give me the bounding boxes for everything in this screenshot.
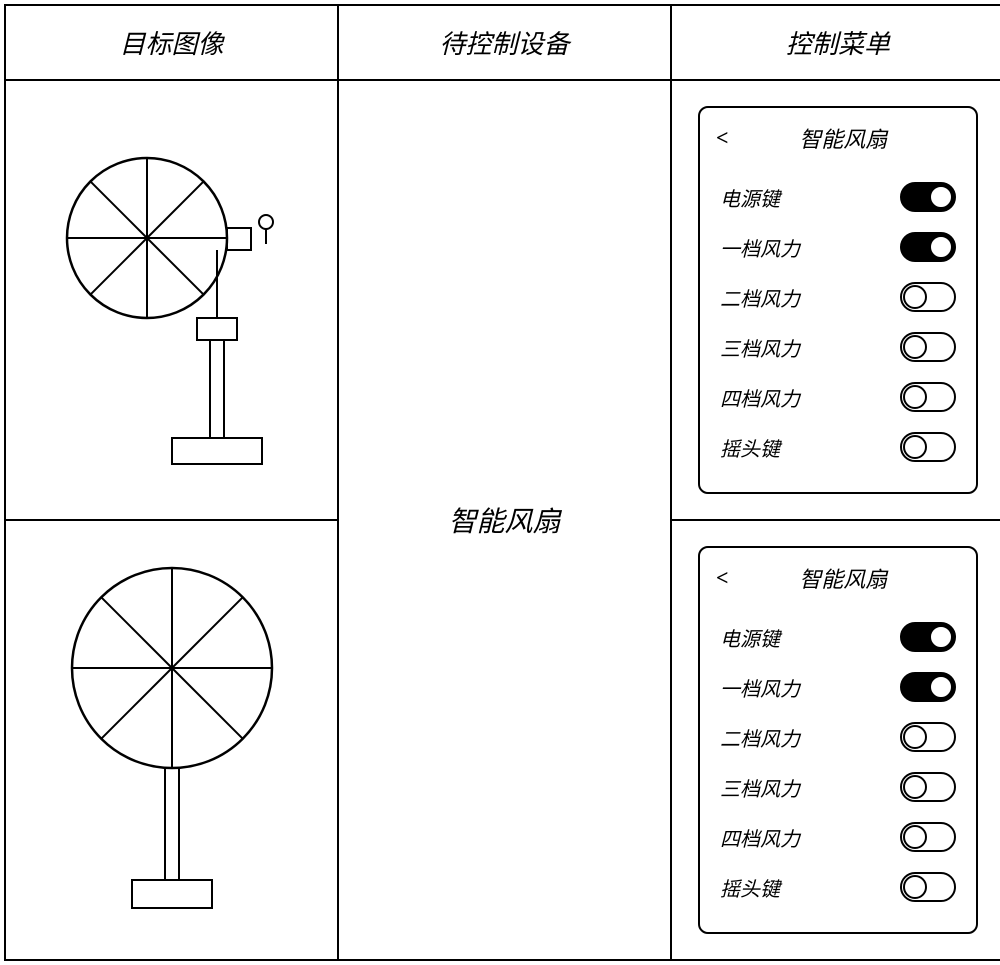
menu-title: 智能风扇 (747, 562, 960, 594)
toggle-knob (903, 385, 927, 409)
menu-row: 电源键 (716, 612, 960, 662)
device-name: 智能风扇 (448, 507, 560, 538)
toggle-knob (929, 185, 953, 209)
menu-row-label: 二档风力 (720, 723, 800, 752)
toggle-knob (929, 235, 953, 259)
toggle[interactable] (900, 872, 956, 902)
menu-row-label: 四档风力 (720, 383, 800, 412)
toggle-knob (903, 285, 927, 309)
menu-row: 四档风力 (716, 812, 960, 862)
header-control-menu: 控制菜单 (671, 5, 1000, 80)
menu-row-label: 摇头键 (720, 873, 780, 902)
toggle[interactable] (900, 182, 956, 212)
toggle[interactable] (900, 282, 956, 312)
toggle[interactable] (900, 722, 956, 752)
fan-front-view (52, 548, 292, 933)
menu-row-label: 摇头键 (720, 433, 780, 462)
menu-row: 二档风力 (716, 272, 960, 322)
menu-row: 三档风力 (716, 322, 960, 372)
menu-row-label: 一档风力 (720, 233, 800, 262)
menu-row: 四档风力 (716, 372, 960, 422)
menu-row: 一档风力 (716, 222, 960, 272)
menu-row: 三档风力 (716, 762, 960, 812)
toggle-knob (929, 675, 953, 699)
control-menu-card: < 智能风扇电源键一档风力二档风力三档风力四档风力摇头键 (698, 546, 978, 934)
menu-row-label: 三档风力 (720, 773, 800, 802)
toggle-knob (903, 875, 927, 899)
menu-title: 智能风扇 (747, 122, 960, 154)
back-button[interactable]: < (716, 565, 729, 591)
control-menu-cell-1: < 智能风扇电源键一档风力二档风力三档风力四档风力摇头键 (671, 80, 1000, 520)
menu-row-label: 电源键 (720, 623, 780, 652)
control-menu-cell-2: < 智能风扇电源键一档风力二档风力三档风力四档风力摇头键 (671, 520, 1000, 960)
toggle[interactable] (900, 822, 956, 852)
menu-row-label: 四档风力 (720, 823, 800, 852)
toggle[interactable] (900, 432, 956, 462)
menu-row-label: 电源键 (720, 183, 780, 212)
toggle-knob (903, 775, 927, 799)
toggle[interactable] (900, 622, 956, 652)
menu-row: 摇头键 (716, 422, 960, 472)
menu-row: 二档风力 (716, 712, 960, 762)
control-menu-card: < 智能风扇电源键一档风力二档风力三档风力四档风力摇头键 (698, 106, 978, 494)
target-image-cell-2 (5, 520, 338, 960)
device-name-cell: 智能风扇 (338, 80, 671, 960)
menu-row-label: 一档风力 (720, 673, 800, 702)
header-target-image: 目标图像 (5, 5, 338, 80)
fan-side-view (52, 118, 292, 483)
toggle[interactable] (900, 382, 956, 412)
menu-row-label: 三档风力 (720, 333, 800, 362)
toggle-knob (903, 335, 927, 359)
toggle[interactable] (900, 672, 956, 702)
menu-row: 电源键 (716, 172, 960, 222)
toggle[interactable] (900, 232, 956, 262)
header-device: 待控制设备 (338, 5, 671, 80)
back-button[interactable]: < (716, 125, 729, 151)
toggle-knob (903, 825, 927, 849)
mapping-table: 目标图像 待控制设备 控制菜单 智能风扇 <智能风扇电源键一档风力二档风力三档风… (4, 4, 1000, 961)
menu-row: 摇头键 (716, 862, 960, 912)
menu-row-label: 二档风力 (720, 283, 800, 312)
toggle-knob (903, 725, 927, 749)
toggle-knob (903, 435, 927, 459)
toggle[interactable] (900, 332, 956, 362)
target-image-cell-1 (5, 80, 338, 520)
toggle[interactable] (900, 772, 956, 802)
toggle-knob (929, 625, 953, 649)
menu-row: 一档风力 (716, 662, 960, 712)
